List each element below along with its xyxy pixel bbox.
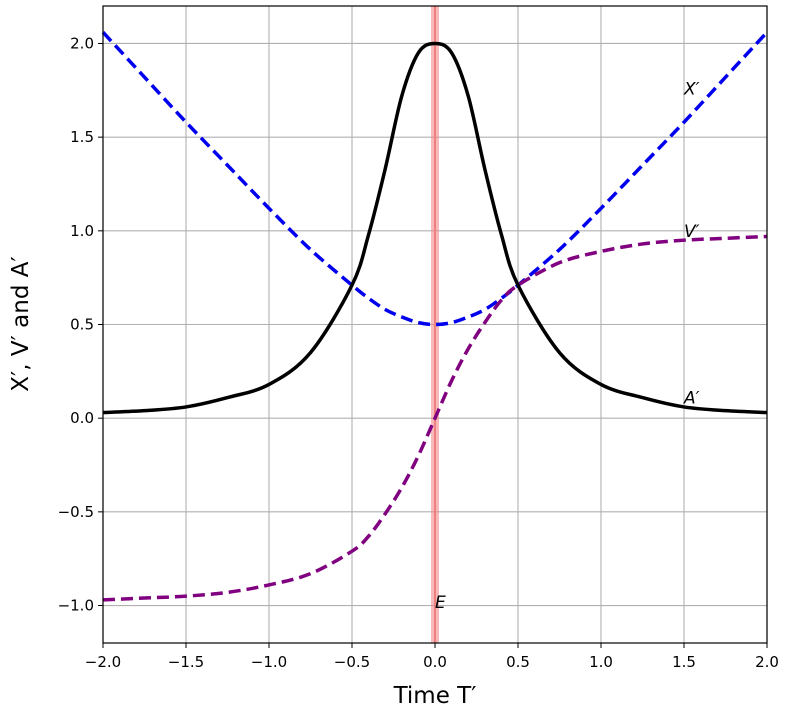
series-layer — [101, 31, 769, 602]
highlight-band-layer — [431, 6, 439, 643]
x-tick-label: −2.0 — [85, 653, 121, 671]
v-prime-series — [102, 234, 768, 602]
x-tick-label: 0.5 — [506, 653, 530, 671]
x-tick-label: −0.5 — [334, 653, 370, 671]
x-tick-label: 0.0 — [423, 653, 447, 671]
y-tick-label: 0.5 — [70, 316, 94, 334]
y-tick-label: −1.0 — [58, 597, 94, 615]
x-tick-label: 1.0 — [589, 653, 613, 671]
a-prime-series — [102, 41, 768, 415]
y-tick-label: 0.0 — [70, 409, 94, 427]
event-label: E — [435, 593, 446, 613]
curve-label: X′ — [683, 79, 700, 99]
x-tick-label: −1.0 — [251, 653, 287, 671]
curve-label: V′ — [684, 222, 700, 242]
x-axis-title: Time T′ — [393, 683, 477, 709]
tick-layer: −2.0 −1.5 −1.0 −0.5 0.0 0.5 1.0 1.5 2.0 −1.0 −0.5 0… — [58, 34, 779, 671]
y-tick-label: 1.5 — [70, 128, 94, 146]
y-tick-label: 1.0 — [70, 222, 94, 240]
annotation-layer: X′ V′ A′ E — [435, 79, 700, 612]
x-tick-label: 1.5 — [672, 653, 696, 671]
x-tick-label: −1.5 — [168, 653, 204, 671]
y-tick-label: −0.5 — [58, 503, 94, 521]
y-axis-title: X′, V′ and A′ — [8, 256, 34, 391]
x-prime-series — [101, 31, 769, 327]
y-tick-label: 2.0 — [70, 34, 94, 52]
x-tick-label: 2.0 — [755, 653, 779, 671]
curve-label: A′ — [683, 389, 700, 409]
